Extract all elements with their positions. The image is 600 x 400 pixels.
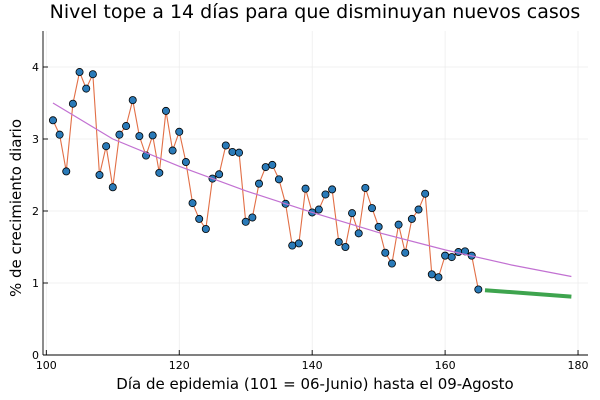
observed-data-point	[255, 179, 264, 188]
observed-data-point	[268, 160, 277, 169]
observed-data-point	[168, 146, 177, 155]
plot-area	[48, 68, 572, 299]
observed-data-point	[401, 248, 410, 257]
observed-data-point	[115, 130, 124, 139]
y-tick-label: 3	[32, 133, 39, 146]
observed-data-point	[155, 168, 164, 177]
observed-data-point	[55, 130, 64, 139]
observed-data-point	[447, 253, 456, 262]
observed-data-point	[394, 220, 403, 229]
observed-data-point	[48, 116, 57, 125]
projection-line	[484, 288, 572, 299]
observed-data-point	[407, 214, 416, 223]
observed-data-point	[102, 142, 111, 151]
observed-data-point	[135, 132, 144, 141]
observed-data-point	[294, 239, 303, 248]
observed-data-point	[122, 122, 131, 131]
observed-data-point	[387, 259, 396, 268]
observed-data-point	[221, 141, 230, 150]
observed-data-point	[215, 170, 224, 179]
observed-data-point	[321, 190, 330, 199]
observed-data-point	[374, 222, 383, 231]
observed-data-point	[328, 185, 337, 194]
observed-data-point	[241, 217, 250, 226]
observed-data-point	[261, 163, 270, 172]
observed-data-point	[361, 183, 370, 192]
y-axis-label: % de crecimiento diario	[7, 119, 25, 297]
observed-data-point	[188, 199, 197, 208]
observed-data-point	[427, 270, 436, 279]
x-tick-label: 180	[568, 359, 589, 372]
observed-data-point	[128, 96, 137, 105]
observed-data-point	[175, 127, 184, 136]
observed-data-point	[341, 242, 350, 251]
x-tick-label: 140	[302, 359, 323, 372]
observed-data-point	[301, 184, 310, 193]
x-axis-label: Día de epidemia (101 = 06-Junio) hasta e…	[116, 375, 513, 393]
observed-data-point	[201, 224, 210, 233]
observed-data-point	[195, 214, 204, 223]
observed-data-point	[148, 131, 157, 140]
observed-data-point	[95, 170, 104, 179]
observed-data-point	[274, 175, 283, 184]
y-tick-label: 4	[32, 61, 39, 74]
observed-data-point	[62, 167, 71, 176]
observed-data-point	[334, 237, 343, 246]
observed-data-point	[88, 70, 97, 79]
y-tick-label: 1	[32, 277, 39, 290]
observed-data-point	[75, 68, 84, 77]
observed-data-point	[434, 273, 443, 282]
observed-data-point	[421, 189, 430, 198]
observed-data-point	[108, 183, 117, 192]
trend-line	[52, 102, 572, 278]
y-tick-label: 0	[32, 349, 39, 362]
x-tick-label: 120	[169, 359, 190, 372]
observed-data-point	[441, 251, 450, 260]
observed-data-point	[474, 285, 483, 294]
observed-data-point	[68, 99, 77, 108]
observed-data-point	[381, 248, 390, 257]
observed-data-point	[161, 106, 170, 115]
observed-data-point	[348, 209, 357, 218]
observed-data-point	[228, 147, 237, 156]
observed-data-point	[354, 229, 363, 238]
axes: 100 120 140 160 180 0 1 2 3 4	[32, 31, 589, 372]
observed-data-point	[82, 84, 91, 93]
x-tick-label: 160	[435, 359, 456, 372]
observed-data-point	[181, 158, 190, 167]
x-tick-label: 100	[36, 359, 57, 372]
observed-data-point	[367, 204, 376, 213]
observed-data-point	[288, 241, 297, 250]
observed-data-point	[235, 148, 244, 157]
observed-data-point	[414, 205, 423, 214]
observed-data-point	[248, 213, 257, 222]
observed-data-point	[314, 205, 323, 214]
y-tick-label: 2	[32, 205, 39, 218]
chart-title: Nivel tope a 14 días para que disminuyan…	[50, 1, 581, 23]
